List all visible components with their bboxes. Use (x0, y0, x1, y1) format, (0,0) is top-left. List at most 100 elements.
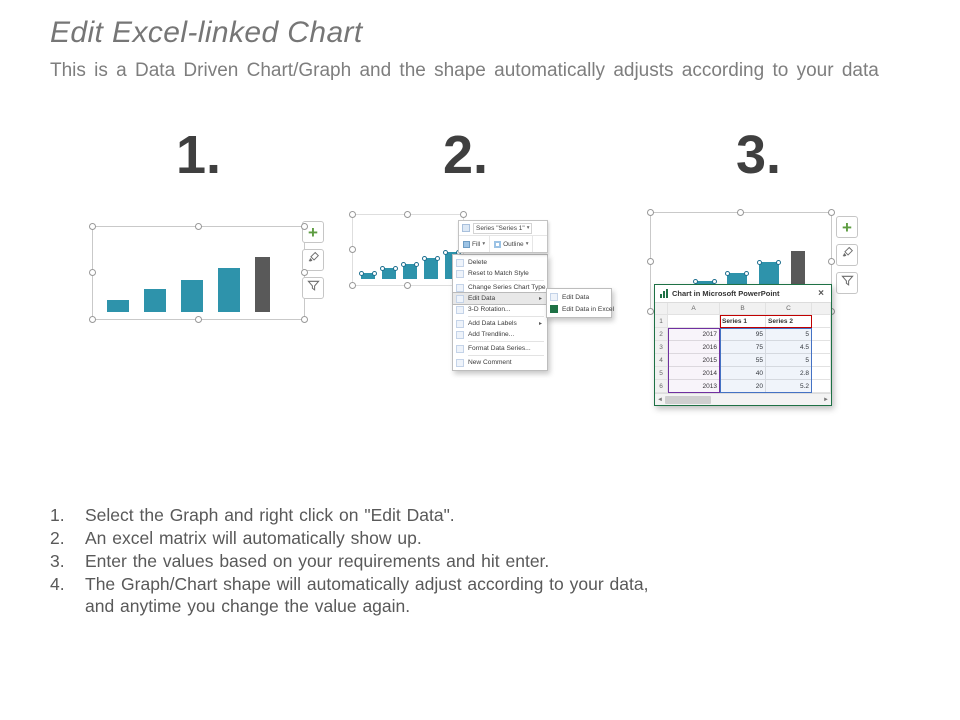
menu-item-delete[interactable]: Delete (453, 257, 547, 268)
excel-cell[interactable] (812, 341, 831, 354)
scrollbar-thumb[interactable] (665, 395, 711, 404)
chart-bar[interactable] (181, 280, 203, 312)
chart-bar[interactable] (401, 262, 419, 279)
selection-handle[interactable] (404, 282, 411, 289)
excel-cell[interactable]: 5 (766, 354, 812, 367)
scroll-right-icon[interactable]: ► (823, 396, 829, 403)
excel-row-header[interactable]: 4 (655, 354, 668, 367)
submenu-item-edit-data-in-excel[interactable]: Edit Data in Excel (547, 303, 614, 315)
step2-chart-frame[interactable] (349, 211, 467, 289)
menu-item-reset-to-match-style[interactable]: Reset to Match Style (453, 268, 547, 279)
selection-handle[interactable] (647, 209, 654, 216)
selection-handle[interactable] (89, 316, 96, 323)
excel-cell[interactable]: 2014 (668, 367, 720, 380)
outline-button[interactable]: Outline ▾ (490, 236, 534, 252)
chart-bar[interactable] (380, 266, 398, 279)
bar-chart (107, 257, 270, 312)
menu-separator (468, 280, 544, 281)
excel-cell[interactable]: 20 (720, 380, 766, 393)
selection-handle[interactable] (89, 223, 96, 230)
chart-filters-button[interactable] (836, 272, 858, 294)
selection-handle[interactable] (89, 269, 96, 276)
excel-cell[interactable] (812, 367, 831, 380)
excel-col-header[interactable]: C (766, 303, 812, 315)
menu-item-new-comment[interactable]: New Comment (453, 357, 547, 368)
excel-cell[interactable]: 2015 (668, 354, 720, 367)
excel-cell[interactable]: 5 (766, 328, 812, 341)
mini-format-toolbar: Series "Series 1" ▾ Fill ▾ Outline ▾ (458, 220, 548, 253)
selection-handle[interactable] (301, 223, 308, 230)
excel-cell[interactable] (812, 380, 831, 393)
excel-corner-cell[interactable] (655, 303, 668, 315)
excel-close-button[interactable]: × (818, 287, 824, 299)
excel-row-header[interactable]: 3 (655, 341, 668, 354)
excel-cell[interactable]: 5.2 (766, 380, 812, 393)
excel-col-header (812, 303, 831, 315)
rotation-icon (456, 305, 464, 314)
chart-styles-button[interactable] (302, 249, 324, 271)
excel-col-header[interactable]: B (720, 303, 766, 315)
bar-chart (359, 250, 461, 279)
excel-cell[interactable]: 55 (720, 354, 766, 367)
scroll-left-icon[interactable]: ◄ (657, 396, 663, 403)
excel-cell[interactable]: Series 2 (766, 315, 812, 328)
chevron-down-icon: ▾ (482, 241, 486, 247)
excel-row-header[interactable]: 6 (655, 380, 668, 393)
step1-chart-frame[interactable] (89, 223, 308, 323)
excel-cell[interactable]: 75 (720, 341, 766, 354)
menu-item-change-series-chart-type[interactable]: Change Series Chart Type... (453, 282, 551, 293)
selection-handle[interactable] (404, 211, 411, 218)
excel-h-scrollbar[interactable]: ◄ ► (655, 393, 831, 405)
chart-bar[interactable] (359, 271, 377, 279)
selection-handle[interactable] (737, 209, 744, 216)
excel-row-header[interactable]: 5 (655, 367, 668, 380)
excel-col-header[interactable]: A (668, 303, 720, 315)
menu-item-label: Edit Data (468, 295, 496, 302)
submenu-item-edit-data[interactable]: Edit Data (547, 291, 611, 303)
chart-bar[interactable] (144, 289, 166, 312)
menu-item-edit-data[interactable]: Edit Data ▸ (452, 292, 548, 305)
excel-row-header[interactable]: 2 (655, 328, 668, 341)
menu-item-format-data-series[interactable]: Format Data Series... (453, 343, 547, 354)
selection-handle[interactable] (828, 258, 835, 265)
excel-cell[interactable]: 2013 (668, 380, 720, 393)
excel-cell[interactable]: 95 (720, 328, 766, 341)
selection-handle[interactable] (349, 282, 356, 289)
chart-bar[interactable] (422, 256, 440, 279)
selection-handle[interactable] (349, 246, 356, 253)
excel-row-header[interactable]: 1 (655, 315, 668, 328)
menu-item-add-trendline[interactable]: Add Trendline... (453, 329, 547, 340)
selection-handle[interactable] (301, 269, 308, 276)
excel-cell[interactable]: 2016 (668, 341, 720, 354)
excel-cell[interactable]: 2017 (668, 328, 720, 341)
excel-cell[interactable]: 4.5 (766, 341, 812, 354)
menu-item-3d-rotation[interactable]: 3-D Rotation... (453, 304, 547, 315)
excel-cell[interactable]: 40 (720, 367, 766, 380)
selection-handle[interactable] (301, 316, 308, 323)
excel-title-bar[interactable]: Chart in Microsoft PowerPoint × (655, 285, 831, 303)
menu-item-add-data-labels[interactable]: Add Data Labels ▸ (453, 318, 547, 329)
selection-handle[interactable] (349, 211, 356, 218)
chart-elements-button[interactable]: + (836, 216, 858, 238)
chart-bar[interactable] (218, 268, 240, 312)
selection-handle[interactable] (194, 316, 202, 323)
excel-cell[interactable] (812, 354, 831, 367)
excel-cell[interactable] (668, 315, 720, 328)
excel-cell[interactable] (812, 328, 831, 341)
excel-cell[interactable]: 2.8 (766, 367, 812, 380)
chart-styles-button[interactable] (836, 244, 858, 266)
chart-filters-button[interactable] (302, 277, 324, 299)
selection-handle[interactable] (460, 211, 467, 218)
excel-cell[interactable] (812, 315, 831, 328)
series-selector[interactable]: Series "Series 1" ▾ (473, 222, 533, 234)
selection-handle[interactable] (828, 209, 835, 216)
selection-handle[interactable] (647, 308, 654, 315)
chart-bar[interactable] (255, 257, 270, 312)
excel-cell[interactable]: Series 1 (720, 315, 766, 328)
selection-handle[interactable] (194, 223, 202, 230)
selection-handle[interactable] (647, 258, 654, 265)
instruction-number: 4. (50, 574, 65, 594)
menu-item-label: Change Series Chart Type... (468, 284, 552, 291)
fill-button[interactable]: Fill ▾ (459, 236, 491, 252)
chart-bar[interactable] (107, 300, 129, 312)
